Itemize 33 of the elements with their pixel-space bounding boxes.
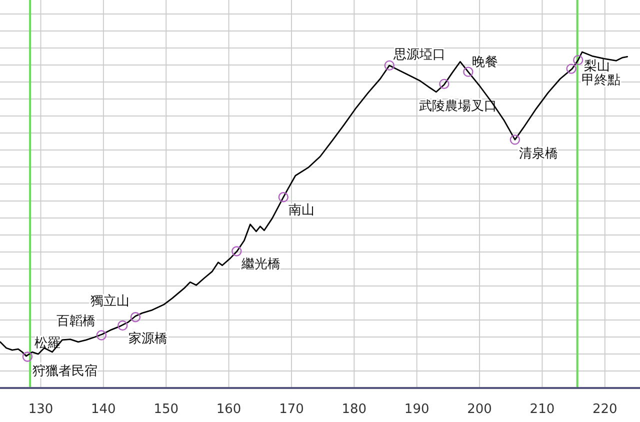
annotation: 百韜橋: [56, 314, 96, 330]
point: [463, 66, 474, 77]
annotation: 甲終點: [581, 72, 620, 88]
annotation: 梨山: [584, 59, 610, 74]
annotation: 清泉橋: [518, 146, 558, 162]
x-tick-label: 210: [530, 402, 555, 417]
x-tick-label: 140: [91, 402, 116, 417]
point: [384, 60, 394, 71]
annotation: 思源埡口: [392, 47, 446, 62]
x-tick-label: 170: [279, 402, 304, 417]
point: [510, 134, 520, 145]
point: [278, 192, 288, 202]
point: [22, 352, 33, 362]
x-tick-label: 160: [216, 402, 242, 417]
point: [566, 64, 576, 74]
annotation: 繼光橋: [240, 257, 281, 272]
point: [130, 312, 141, 322]
point: [118, 320, 128, 331]
annotation: 南山: [288, 203, 314, 218]
annotation: 獨立山: [90, 293, 130, 310]
x-tick-label: 200: [467, 402, 492, 417]
point: [439, 78, 450, 90]
x-tick-label: 220: [592, 402, 618, 417]
x-tick-label: 130: [28, 402, 54, 417]
point: [573, 54, 584, 66]
annotation: 家源橋: [128, 330, 168, 347]
point: [96, 330, 107, 340]
x-tick-label: 150: [154, 402, 179, 417]
annotation: 晚餐: [472, 54, 498, 70]
x-tick-label: 190: [404, 402, 430, 417]
annotation: 狩獵者民宿: [32, 362, 98, 379]
point: [232, 246, 242, 256]
x-tick-label: 180: [342, 402, 367, 417]
